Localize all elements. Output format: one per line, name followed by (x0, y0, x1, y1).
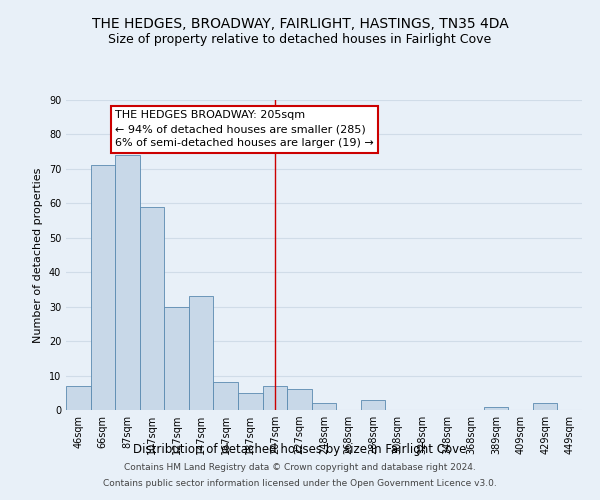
Bar (164, 306, 189, 410)
Text: Size of property relative to detached houses in Fairlight Cove: Size of property relative to detached ho… (109, 32, 491, 46)
Bar (361, 400, 385, 410)
Bar (140, 207, 164, 410)
Bar (312, 403, 336, 410)
Bar (91, 166, 115, 410)
Text: Contains public sector information licensed under the Open Government Licence v3: Contains public sector information licen… (103, 478, 497, 488)
Bar (115, 155, 140, 410)
Bar (238, 393, 263, 410)
Bar (533, 403, 557, 410)
Bar (287, 390, 312, 410)
Text: Contains HM Land Registry data © Crown copyright and database right 2024.: Contains HM Land Registry data © Crown c… (124, 464, 476, 472)
Bar (263, 386, 287, 410)
Text: THE HEDGES, BROADWAY, FAIRLIGHT, HASTINGS, TN35 4DA: THE HEDGES, BROADWAY, FAIRLIGHT, HASTING… (92, 18, 508, 32)
Bar (189, 296, 214, 410)
Bar (484, 406, 508, 410)
Bar (66, 386, 91, 410)
Y-axis label: Number of detached properties: Number of detached properties (33, 168, 43, 342)
Text: THE HEDGES BROADWAY: 205sqm
← 94% of detached houses are smaller (285)
6% of sem: THE HEDGES BROADWAY: 205sqm ← 94% of det… (115, 110, 374, 148)
Text: Distribution of detached houses by size in Fairlight Cove: Distribution of detached houses by size … (133, 442, 467, 456)
Bar (214, 382, 238, 410)
